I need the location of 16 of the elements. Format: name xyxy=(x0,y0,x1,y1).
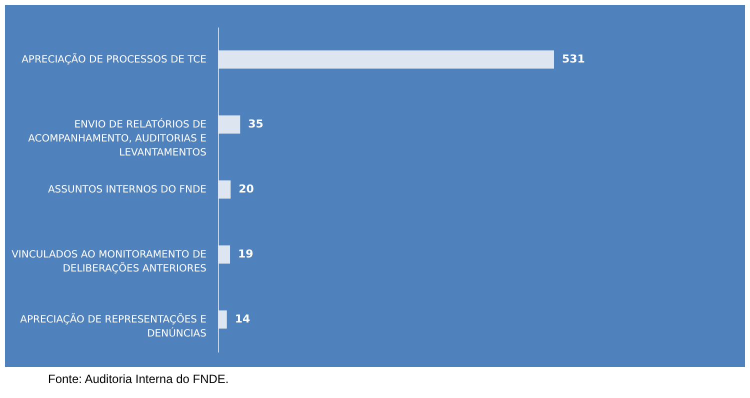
data-label: 531 xyxy=(562,52,585,66)
bar xyxy=(218,50,554,69)
bar xyxy=(218,180,231,199)
y-tick-label: APRECIAÇÃO DE PROCESSOS DE TCE xyxy=(22,52,206,66)
data-label: 20 xyxy=(238,182,254,196)
y-tick-label: ENVIO DE RELATÓRIOS DE ACOMPANHAMENTO, AUDITORIAS E LEVANTAMENTOS xyxy=(28,118,206,158)
data-label: 14 xyxy=(234,312,251,326)
source-note: Fonte: Auditoria Interna do FNDE. xyxy=(48,372,229,386)
bar xyxy=(218,245,230,264)
bar xyxy=(218,115,240,134)
y-tick-label: ASSUNTOS INTERNOS DO FNDE xyxy=(48,184,206,196)
y-tick-label: VINCULADOS AO MONITORAMENTO DE DELIBERAÇÕES ANTERIORES xyxy=(12,250,206,274)
bar xyxy=(218,310,227,329)
data-label: 19 xyxy=(238,248,254,260)
y-tick-label: APRECIAÇÃO DE REPRESENTAÇÕES E DENÚNCIAS xyxy=(20,312,206,340)
data-label: 35 xyxy=(248,118,264,130)
